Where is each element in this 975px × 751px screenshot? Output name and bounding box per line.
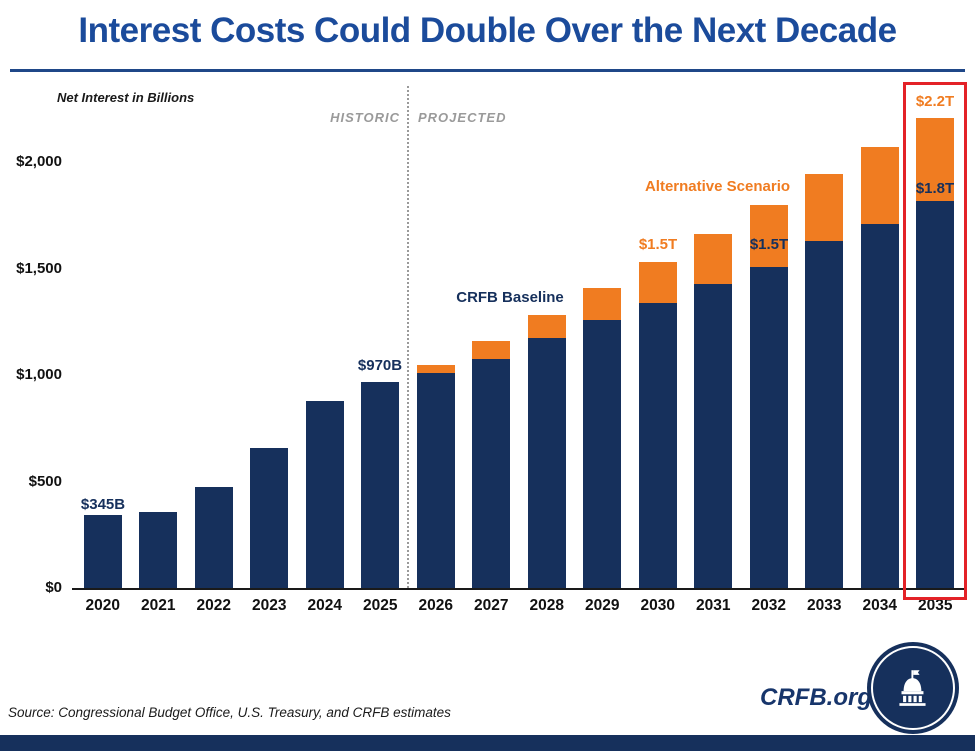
bar-2034-alternative [860,146,899,225]
bar-2023-baseline [250,447,289,588]
y-axis-tick-label: $0 [45,579,62,596]
x-axis-label-2026: 2026 [418,597,453,614]
crfb-wordmark: CRFB.org [760,684,872,711]
title-divider-rule [10,69,965,72]
highlight-box-2035 [903,82,967,600]
x-axis-label-2031: 2031 [696,597,731,614]
y-axis-title: Net Interest in Billions [57,90,195,105]
x-axis-label-2029: 2029 [585,597,620,614]
annotation-1-8t-baseline: $1.8T [915,180,955,197]
x-axis-label-2020: 2020 [85,597,120,614]
annotation-1-5t-baseline: $1.5T [749,236,789,253]
bar-2031-baseline [694,283,733,588]
x-axis-label-2033: 2033 [807,597,842,614]
bar-2026-alternative [416,364,455,374]
bar-2027-baseline [472,359,511,588]
bar-2035-alternative [916,117,955,201]
x-axis-label-2032: 2032 [751,597,786,614]
annotation-crfb-baseline: CRFB Baseline [456,289,564,306]
bar-2027-alternative [472,341,511,360]
bar-2030-baseline [638,302,677,588]
historic-projected-divider-line [407,86,409,588]
y-axis-tick-label: $1,500 [16,259,62,277]
bottom-accent-bar [0,735,975,751]
x-axis-label-2022: 2022 [196,597,231,614]
bar-2026-baseline [416,373,455,588]
x-axis-label-2034: 2034 [862,597,897,614]
crfb-logo [867,642,959,734]
bar-2025-baseline [361,381,400,588]
bar-2033-baseline [805,241,844,588]
bar-2031-alternative [694,233,733,284]
x-axis-label-2028: 2028 [529,597,564,614]
x-axis-label-2023: 2023 [252,597,287,614]
bar-2032-alternative [749,205,788,267]
projected-zone-label: PROJECTED [418,110,507,125]
bar-2024-baseline [305,400,344,588]
bar-2029-alternative [583,288,622,320]
bar-2028-alternative [527,314,566,338]
page-title: Interest Costs Could Double Over the Nex… [78,11,897,50]
x-axis-label-2025: 2025 [363,597,398,614]
capitol-icon [899,670,926,706]
x-axis-line [72,588,965,590]
x-axis-label-2021: 2021 [141,597,176,614]
annotation-970b: $970B [357,357,403,374]
annotation-345b: $345B [80,496,126,513]
crfb-logo-ring [871,646,955,730]
bar-2032-baseline [749,266,788,588]
bar-2020-baseline [83,514,122,588]
bar-2028-baseline [527,338,566,588]
x-axis-label-2030: 2030 [640,597,675,614]
bar-2034-baseline [860,224,899,588]
x-axis-label-2027: 2027 [474,597,509,614]
bar-2035-baseline [916,200,955,588]
source-note: Source: Congressional Budget Office, U.S… [8,705,451,720]
bar-2022-baseline [194,486,233,588]
bar-2033-alternative [805,174,844,242]
annotation-alternative-scenario: Alternative Scenario [644,178,791,195]
bar-2029-baseline [583,319,622,588]
y-axis-tick-label: $500 [28,472,62,490]
bar-2021-baseline [139,512,178,588]
y-axis-tick-label: $1,000 [16,366,62,384]
x-axis-label-2035: 2035 [918,597,953,614]
y-axis-tick-label: $2,000 [16,153,62,171]
annotation-2-2t-alternative: $2.2T [915,93,955,110]
x-axis-label-2024: 2024 [307,597,342,614]
annotation-1-5t-alternative: $1.5T [638,236,678,253]
historic-zone-label: HISTORIC [330,110,400,125]
bar-2030-alternative [638,262,677,303]
